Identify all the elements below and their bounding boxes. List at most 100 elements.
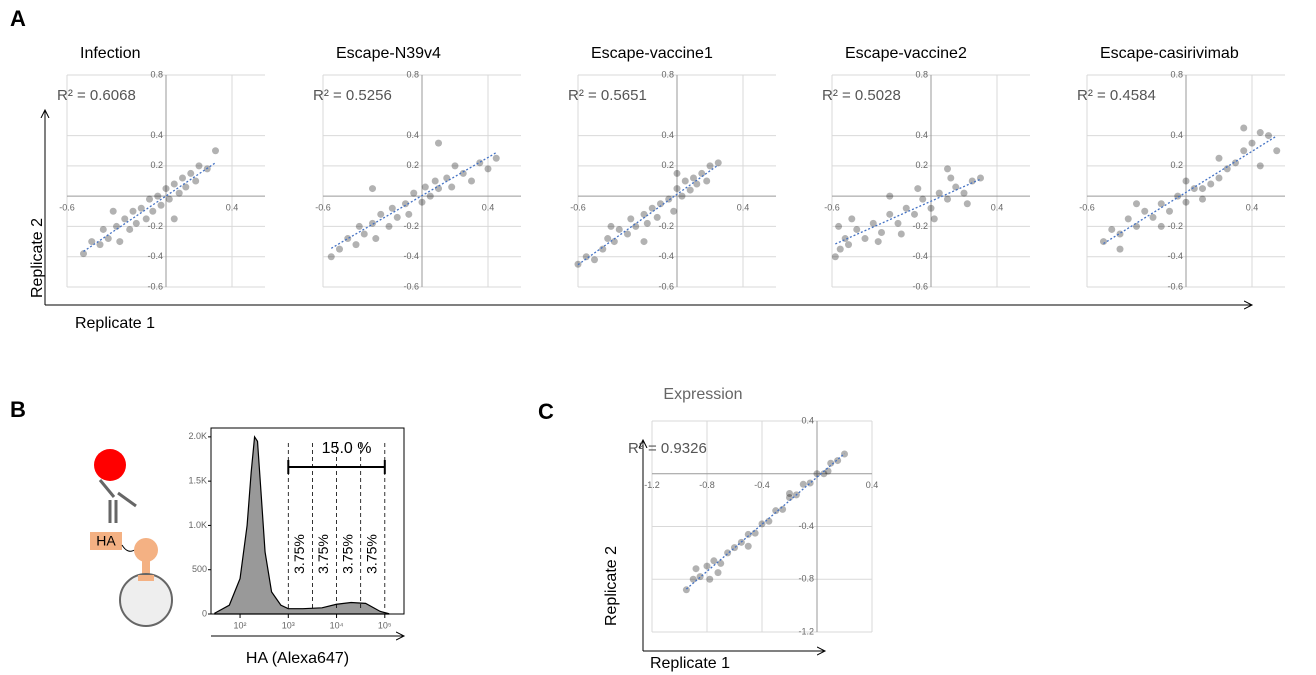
- point: [192, 177, 200, 185]
- point: [848, 215, 856, 223]
- point: [1182, 198, 1190, 206]
- point: [212, 147, 219, 155]
- point: [835, 222, 843, 230]
- point: [692, 565, 700, 573]
- point: [717, 559, 725, 567]
- y-tick-label: -0.4: [912, 251, 928, 261]
- point: [861, 235, 869, 243]
- point: [1116, 230, 1124, 238]
- x-tick-label: -0.6: [824, 203, 840, 213]
- y-tick-label: 0.8: [150, 69, 163, 79]
- point: [607, 222, 615, 230]
- y-tick-label: -0.6: [403, 281, 419, 291]
- point: [786, 493, 793, 501]
- point: [426, 192, 434, 200]
- y-tick-label: -0.4: [403, 251, 419, 261]
- gate-label: 3.75%: [339, 534, 355, 574]
- point: [372, 235, 380, 243]
- point: [853, 225, 861, 233]
- panel-label: A: [10, 6, 26, 31]
- point: [1157, 200, 1165, 208]
- x-tick-label: 10⁵: [378, 620, 392, 630]
- point: [751, 529, 759, 537]
- y-tick-label: 0.4: [150, 130, 163, 140]
- y-tick-label: -0.2: [147, 221, 163, 231]
- point: [80, 250, 87, 258]
- point: [886, 210, 894, 218]
- point: [170, 180, 178, 188]
- point: [845, 241, 852, 249]
- point: [388, 204, 396, 212]
- trend-line: [835, 178, 981, 245]
- point: [927, 204, 935, 212]
- y-tick-label: -0.6: [912, 281, 928, 291]
- point: [673, 185, 681, 193]
- point: [344, 235, 352, 243]
- panel-label: B: [10, 397, 26, 422]
- x-tick-label: 10³: [282, 620, 295, 630]
- y-tick-label: 0.2: [1170, 160, 1183, 170]
- y-tick-label: 0.8: [1170, 69, 1183, 79]
- point: [402, 200, 409, 208]
- point: [405, 210, 413, 218]
- point: [149, 207, 157, 215]
- point: [724, 549, 732, 557]
- point: [137, 204, 145, 212]
- y-tick-label: 0.4: [801, 415, 814, 425]
- point: [1199, 185, 1206, 193]
- y-tick-label: -0.2: [912, 221, 928, 231]
- trend-line: [83, 162, 216, 252]
- gate-total-label: 15.0 %: [322, 440, 372, 457]
- annotation: R² = 0.9326: [628, 440, 707, 457]
- point: [443, 174, 451, 182]
- point: [914, 185, 922, 193]
- point: [435, 139, 442, 147]
- diagram-label: HA: [96, 533, 116, 549]
- point: [1265, 132, 1272, 140]
- point: [1256, 129, 1264, 137]
- point: [179, 174, 186, 182]
- point: [132, 219, 140, 227]
- point: [582, 253, 590, 261]
- point: [772, 507, 780, 515]
- point: [632, 222, 640, 230]
- point: [696, 573, 704, 581]
- annotation: R² = 0.5651: [568, 87, 647, 104]
- point: [640, 238, 648, 246]
- x-tick-label: 0.4: [226, 203, 239, 213]
- point: [878, 228, 885, 236]
- point: [968, 177, 976, 185]
- annotation: R² = 0.5256: [313, 87, 392, 104]
- y-tick-label: -0.2: [658, 221, 674, 231]
- point: [765, 517, 773, 525]
- point: [820, 470, 828, 478]
- y-tick-label: 500: [192, 564, 207, 574]
- point: [779, 505, 787, 513]
- point: [1215, 174, 1223, 182]
- point: [146, 195, 153, 203]
- y-tick-label: -0.4: [658, 251, 674, 261]
- y-tick-label: 2.0K: [188, 431, 207, 441]
- y-tick-label: -0.6: [1167, 281, 1183, 291]
- point: [476, 159, 484, 167]
- x-tick-label: 0.4: [866, 480, 879, 490]
- point: [1273, 147, 1281, 155]
- point: [744, 542, 752, 550]
- point: [824, 467, 832, 475]
- diagram: HA: [90, 449, 173, 627]
- point: [1240, 147, 1248, 155]
- chart-title: Escape-N39v4: [336, 45, 441, 62]
- point: [1141, 207, 1149, 215]
- point: [484, 165, 492, 173]
- annotation: R² = 0.4584: [1077, 87, 1156, 104]
- point: [1149, 213, 1157, 221]
- point: [129, 207, 137, 215]
- point: [162, 185, 170, 193]
- point: [615, 225, 623, 233]
- x-axis-label: HA (Alexa647): [246, 650, 349, 667]
- point: [690, 174, 697, 182]
- point: [435, 185, 442, 193]
- point: [678, 192, 686, 200]
- point: [673, 169, 681, 177]
